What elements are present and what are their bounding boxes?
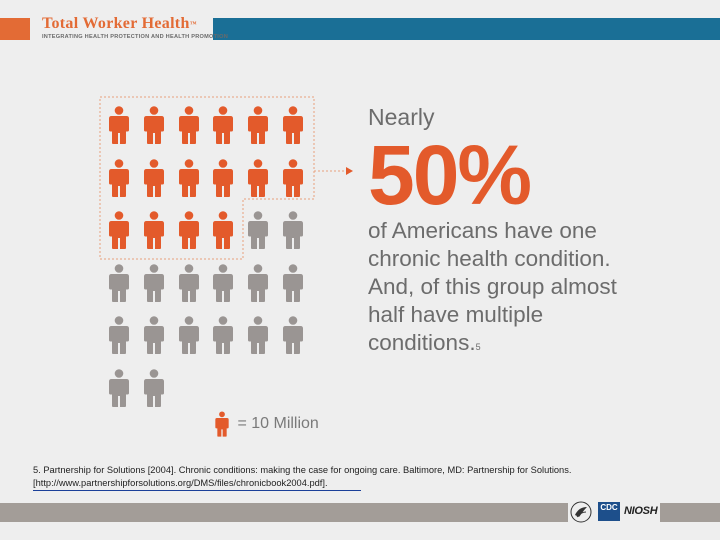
stat-line: of Americans have one	[368, 218, 597, 243]
footnote-link[interactable]: [http://www.partnershipforsolutions.org/…	[33, 478, 328, 488]
footnote-ref: 5	[475, 342, 481, 352]
person-icon	[246, 316, 270, 354]
person-icon	[211, 316, 235, 354]
person-icon-highlighted	[107, 106, 131, 144]
person-icon-highlighted	[177, 211, 201, 249]
stat-line: conditions.5	[368, 330, 481, 355]
person-icon-highlighted	[107, 211, 131, 249]
header-accent-right	[213, 18, 720, 40]
person-icon	[211, 263, 235, 302]
person-icon	[142, 316, 166, 354]
person-icon-highlighted	[142, 158, 166, 197]
person-icon-highlighted	[211, 106, 235, 144]
person-icon	[246, 211, 270, 249]
person-icon-highlighted	[142, 211, 166, 249]
person-icon	[281, 263, 305, 302]
person-icon	[177, 263, 201, 302]
person-icon	[107, 316, 131, 354]
person-icon	[177, 316, 201, 354]
person-icon-highlighted	[246, 106, 270, 144]
cdc-logo: CDC	[598, 502, 620, 521]
stat-percentage: 50%	[368, 128, 532, 222]
person-icon	[246, 263, 270, 302]
person-icon	[142, 263, 166, 302]
person-icon-highlighted	[246, 158, 270, 197]
person-icon	[107, 368, 131, 407]
footnote-citation: 5. Partnership for Solutions [2004]. Chr…	[33, 465, 572, 475]
stat-description: of Americans have one chronic health con…	[368, 217, 638, 357]
person-icon-highlighted	[281, 106, 305, 144]
footnote-underline	[33, 490, 361, 491]
legend-person-icon	[214, 411, 230, 437]
legend-label: = 10 Million	[237, 415, 319, 432]
person-icon-highlighted	[142, 106, 166, 144]
person-icon	[281, 211, 305, 249]
stat-line: And, of this group almost	[368, 274, 617, 299]
person-icon	[107, 263, 131, 302]
person-icon	[281, 316, 305, 354]
person-icon	[142, 368, 166, 407]
stat-line: chronic health condition.	[368, 246, 611, 271]
person-icon-highlighted	[177, 106, 201, 144]
footnote: 5. Partnership for Solutions [2004]. Chr…	[33, 464, 673, 490]
niosh-logo: NIOSH	[624, 505, 658, 517]
hhs-eagle-icon	[570, 501, 592, 523]
statistic-block: Nearly 50% of Americans have one chronic…	[368, 103, 638, 357]
logo-title: Total Worker Health™	[42, 15, 197, 32]
legend: = 10 Million	[214, 411, 319, 441]
stat-lead: Nearly	[368, 104, 435, 130]
person-icon-highlighted	[211, 211, 235, 249]
footer-bar	[0, 503, 720, 522]
person-icon-highlighted	[211, 158, 235, 197]
person-icon-highlighted	[107, 158, 131, 197]
person-icon-highlighted	[177, 158, 201, 197]
header-accent-left	[0, 18, 30, 40]
person-icon-highlighted	[281, 158, 305, 197]
total-worker-health-logo: Total Worker Health™ Integrating Health …	[42, 15, 229, 41]
stat-line: half have multiple	[368, 302, 544, 327]
logo-subtitle: Integrating Health Protection and Health…	[42, 34, 229, 40]
